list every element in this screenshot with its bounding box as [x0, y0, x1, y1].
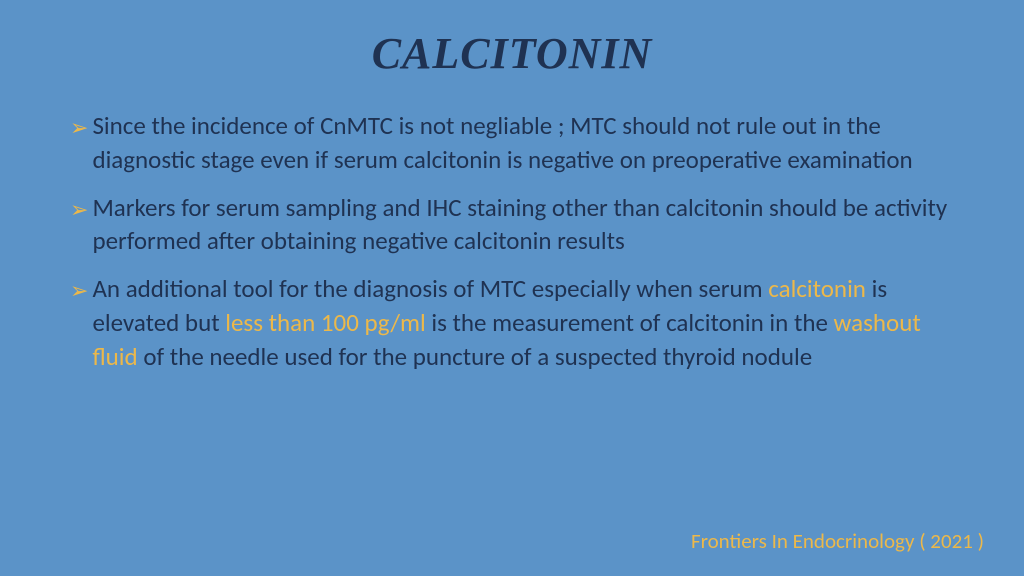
bullet-text: Since the incidence of CnMTC is not negl… [92, 109, 964, 177]
bullet-item: ➢Since the incidence of CnMTC is not neg… [70, 109, 964, 177]
body-text: Since the incidence of CnMTC is not negl… [92, 110, 912, 175]
bullet-arrow-icon: ➢ [70, 276, 88, 306]
citation-text: Frontiers In Endocrinology ( 2021 ) [691, 528, 984, 554]
bullet-arrow-icon: ➢ [70, 195, 88, 225]
highlighted-text: less than 100 pg/ml [225, 307, 425, 338]
body-text: of the needle used for the puncture of a… [138, 341, 812, 372]
body-text: Markers for serum sampling and IHC stain… [92, 192, 947, 257]
slide-title: CALCITONIN [0, 0, 1024, 79]
bullet-item: ➢Markers for serum sampling and IHC stai… [70, 191, 964, 259]
slide-content: ➢Since the incidence of CnMTC is not neg… [0, 79, 1024, 373]
highlighted-text: calcitonin [768, 273, 866, 304]
body-text: An additional tool for the diagnosis of … [92, 273, 768, 304]
body-text: is the measurement of calcitonin in the [426, 307, 834, 338]
bullet-text: Markers for serum sampling and IHC stain… [92, 191, 964, 259]
bullet-arrow-icon: ➢ [70, 113, 88, 143]
bullet-item: ➢An additional tool for the diagnosis of… [70, 272, 964, 373]
bullet-text: An additional tool for the diagnosis of … [92, 272, 964, 373]
